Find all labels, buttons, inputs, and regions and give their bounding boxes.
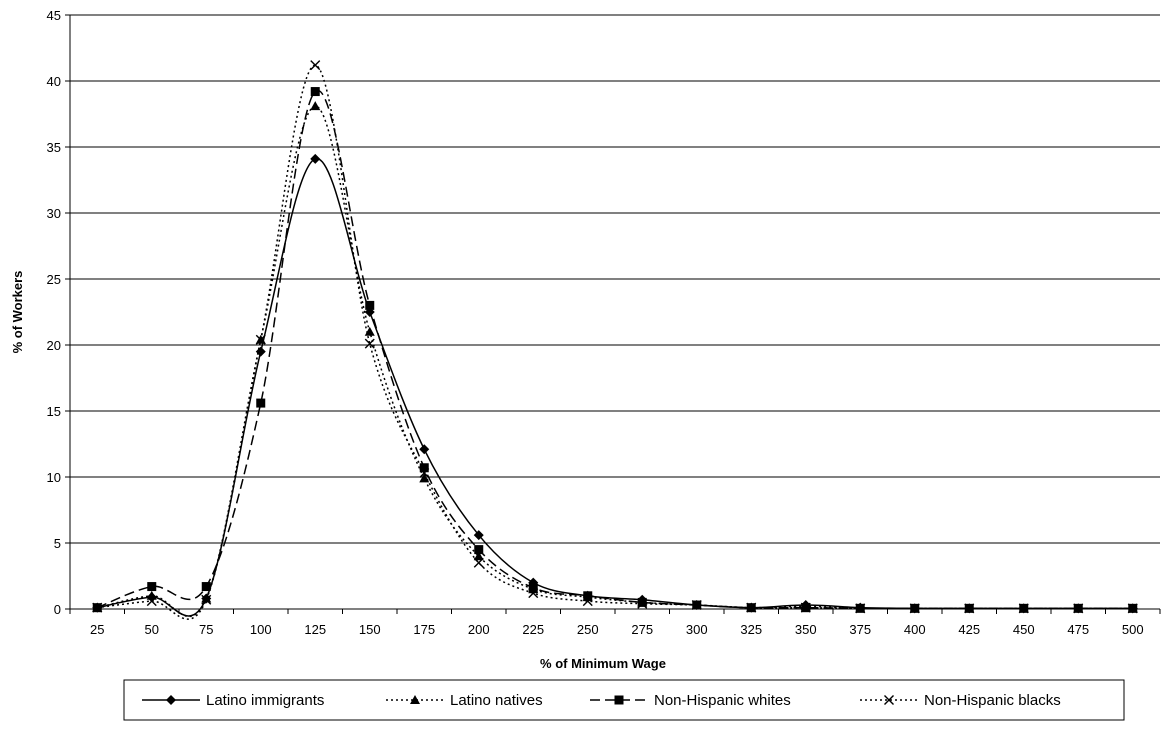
data-point: [419, 468, 430, 479]
legend-label: Non-Hispanic whites: [654, 692, 791, 709]
data-point: [201, 593, 212, 603]
y-tick-label: 0: [54, 602, 61, 617]
data-point: [419, 444, 430, 455]
data-point: [365, 300, 375, 310]
data-point: [256, 398, 266, 408]
data-point: [964, 603, 975, 614]
legend-label: Non-Hispanic blacks: [924, 692, 1061, 709]
data-point: [1018, 603, 1029, 614]
legend-label: Latino natives: [450, 692, 543, 709]
x-tick-label: 175: [413, 622, 435, 637]
legend-swatch-marker: [166, 695, 176, 705]
y-axis-title: % of Workers: [10, 271, 25, 354]
legend: Latino immigrants Latino natives Non-Hispa…: [123, 679, 1125, 721]
data-point: [637, 598, 648, 609]
series-markers: [92, 60, 1138, 614]
data-point: [528, 588, 539, 599]
y-tick-label: 5: [54, 536, 61, 551]
data-point: [310, 153, 321, 164]
data-point: [582, 596, 593, 607]
data-point: [310, 87, 320, 97]
x-tick-label: 450: [1013, 622, 1035, 637]
y-tick-label: 25: [47, 272, 61, 287]
data-point: [146, 596, 157, 607]
axes: 0 5 10 15 20 25 30 35 40 45 25 50 75 100 125 150 175 200 2…: [47, 8, 1161, 637]
data-point: [255, 334, 266, 345]
y-tick-label: 45: [47, 8, 61, 23]
data-point: [147, 582, 157, 592]
data-point: [1073, 603, 1084, 614]
x-tick-label: 300: [686, 622, 708, 637]
x-tick-label: 225: [522, 622, 544, 637]
series-line-3: [97, 64, 1133, 620]
data-point: [474, 545, 484, 555]
data-point: [800, 602, 811, 613]
x-tick-label: 400: [904, 622, 926, 637]
data-point: [691, 600, 702, 611]
y-tick-label: 40: [47, 74, 61, 89]
data-point: [364, 326, 375, 336]
data-point: [855, 603, 866, 614]
legend-swatch-marker: [884, 695, 894, 705]
y-tick-label: 15: [47, 404, 61, 419]
x-tick-label: 500: [1122, 622, 1144, 637]
gridlines: [70, 14, 1160, 544]
legend-swatch-marker: [410, 695, 420, 704]
x-axis-title: % of Minimum Wage: [540, 656, 666, 671]
data-point: [310, 101, 321, 111]
data-point: [146, 590, 157, 600]
legend-swatch-marker: [614, 695, 624, 705]
x-tick-label: 375: [849, 622, 871, 637]
x-tick-label: 25: [90, 622, 104, 637]
series-line-1: [97, 105, 1133, 617]
y-tick-label: 30: [47, 206, 61, 221]
x-tick-label: 475: [1067, 622, 1089, 637]
x-tick-label: 250: [577, 622, 599, 637]
data-point: [364, 338, 375, 349]
x-tick-label: 425: [958, 622, 980, 637]
data-point: [1127, 603, 1138, 614]
x-tick-label: 125: [304, 622, 326, 637]
data-point: [419, 473, 430, 483]
x-tick-label: 75: [199, 622, 213, 637]
data-point: [419, 463, 429, 473]
data-point: [473, 530, 484, 541]
x-tick-label: 100: [250, 622, 272, 637]
x-tick-label: 325: [740, 622, 762, 637]
series-line-2: [96, 89, 1133, 610]
series-line-0: [97, 158, 1133, 617]
data-point: [92, 602, 103, 613]
x-tick-label: 275: [631, 622, 653, 637]
data-point: [746, 602, 757, 613]
data-point: [473, 551, 484, 561]
data-point: [909, 603, 920, 614]
data-point: [473, 557, 484, 568]
x-tick-label: 200: [468, 622, 490, 637]
x-tick-label: 150: [359, 622, 381, 637]
x-tick-label: 350: [795, 622, 817, 637]
data-point: [255, 346, 266, 357]
x-tick-label: 50: [145, 622, 159, 637]
legend-label: Latino immigrants: [206, 692, 324, 709]
data-point: [637, 597, 647, 607]
data-point: [583, 591, 593, 601]
y-tick-label: 35: [47, 140, 61, 155]
series-lines: [96, 64, 1133, 620]
y-tick-label: 20: [47, 338, 61, 353]
data-point: [201, 582, 211, 592]
data-point: [528, 583, 538, 593]
y-tick-label: 10: [47, 470, 61, 485]
data-point: [310, 60, 321, 71]
data-point: [201, 594, 212, 605]
